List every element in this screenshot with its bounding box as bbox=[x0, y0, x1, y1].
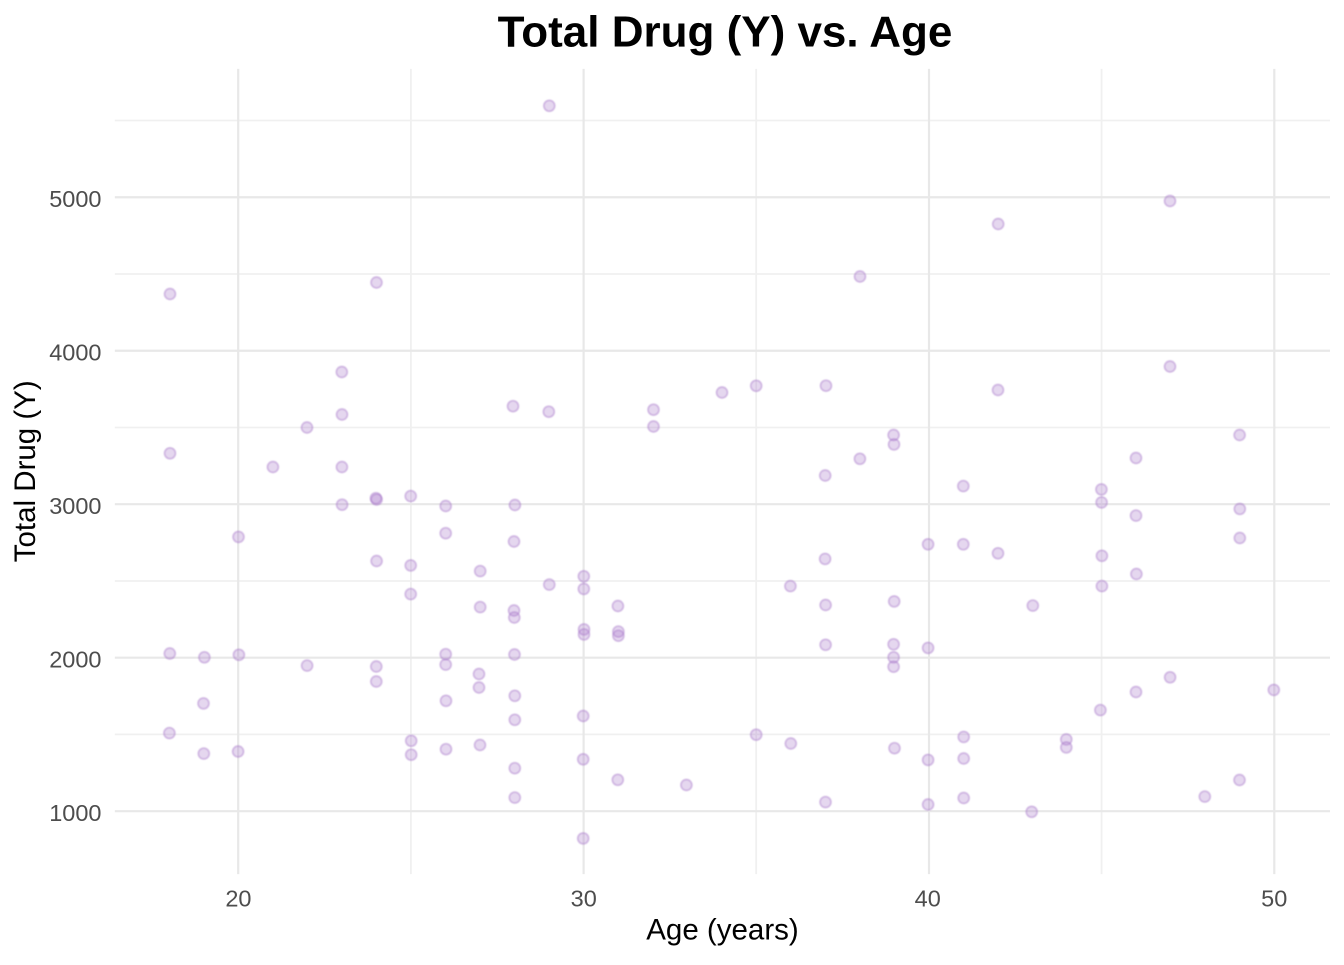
svg-text:Age (years): Age (years) bbox=[646, 914, 798, 947]
svg-text:30: 30 bbox=[571, 886, 597, 912]
svg-text:1000: 1000 bbox=[49, 800, 101, 826]
svg-text:3000: 3000 bbox=[49, 493, 101, 519]
svg-text:2000: 2000 bbox=[49, 646, 101, 672]
svg-text:5000: 5000 bbox=[49, 186, 101, 212]
svg-text:40: 40 bbox=[915, 886, 941, 912]
svg-text:4000: 4000 bbox=[49, 339, 101, 365]
svg-text:50: 50 bbox=[1261, 886, 1287, 912]
svg-text:Total Drug (Y) vs. Age: Total Drug (Y) vs. Age bbox=[498, 8, 953, 57]
svg-text:20: 20 bbox=[225, 886, 251, 912]
svg-text:Total Drug (Y): Total Drug (Y) bbox=[9, 380, 42, 562]
